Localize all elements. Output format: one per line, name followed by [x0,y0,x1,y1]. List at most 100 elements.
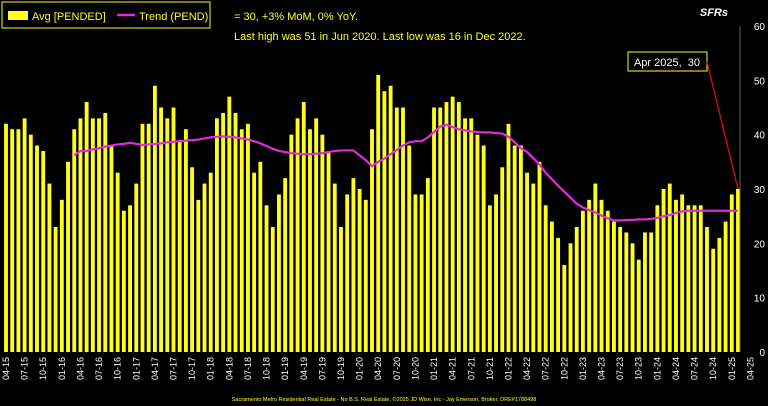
x-tick-label: 04-17 [150,357,160,380]
bar [258,161,263,352]
x-tick-label: 10-16 [113,357,123,380]
bar [698,205,703,352]
bar [289,134,294,352]
x-tick-label: 10-24 [708,357,718,380]
bar [196,199,201,352]
bar [717,237,722,352]
bar [630,243,635,352]
bar [146,123,151,352]
bar [109,145,114,352]
x-tick-label: 07-15 [20,357,30,380]
bar [84,102,89,352]
bar [28,134,33,352]
x-tick-label: 04-19 [299,357,309,380]
bar [16,129,21,352]
bar [277,194,281,352]
bar [593,183,598,352]
x-tick-label: 07-24 [690,357,700,380]
x-tick-label: 01-18 [206,357,216,380]
x-tick-label: 10-19 [336,357,346,380]
legend-bar-swatch [8,11,28,20]
bar [729,194,734,352]
bar [308,129,312,352]
bar [165,118,170,353]
bar [270,227,275,352]
bar [295,118,300,353]
bar [345,194,350,352]
legend-line-label: Trend (PEND) [139,11,208,23]
bar [103,112,108,353]
bar [587,199,592,352]
bar [264,205,269,352]
trend-line [73,123,738,222]
y-axis-ticks: 0 10 20 30 40 50 60 [754,22,766,359]
bar [357,189,362,352]
bar [320,134,325,352]
footer-credit: Sacramento Metro Residential Real Estate… [232,396,537,403]
bar [624,232,629,352]
x-tick-label: 10-22 [559,357,569,380]
bar [512,145,517,352]
bar [494,194,498,352]
bar [556,237,561,352]
bar [450,96,455,352]
bar [227,96,232,352]
bar [425,178,430,352]
x-tick-label: 07-20 [392,357,402,380]
bar [401,107,405,352]
x-tick-label: 01-25 [727,357,737,380]
bar [692,205,697,352]
bar [686,205,691,352]
bar [4,123,8,352]
bar [543,205,548,352]
bar [456,102,461,352]
bar [221,112,226,353]
bar [59,199,64,352]
bar [190,167,195,352]
bar [705,227,709,352]
x-tick-label: 01-17 [131,357,141,380]
x-tick-label: 04-20 [373,357,383,380]
bar [463,118,467,353]
bar [208,172,213,352]
x-tick-label: 04-18 [224,357,234,380]
legend: Avg [PENDED] Trend (PEND) [1,1,211,29]
y-tick-label: 60 [754,22,766,33]
bar [283,178,288,352]
bar [531,183,536,352]
bar [413,194,418,352]
x-tick-label: 01-23 [578,357,588,380]
bar [376,74,381,353]
bar [140,123,145,352]
x-tick-label: 07-16 [94,357,104,380]
bar [239,129,244,352]
bar [214,118,219,353]
bar [10,129,15,352]
x-tick-label: 07-19 [317,357,327,380]
bar [667,183,672,352]
x-tick-label: 07-18 [243,357,253,380]
bar [407,145,412,352]
bar [506,123,511,352]
bar [736,189,740,352]
bar [78,118,83,353]
bar [314,118,319,353]
bar [438,107,443,352]
bar [388,85,393,353]
bar [605,210,610,352]
bar [202,183,207,352]
bar [500,167,505,352]
x-tick-label: 07-23 [615,357,625,380]
x-tick-label: 01-16 [57,357,67,380]
legend-bar-label: Avg [PENDED] [32,11,106,23]
bar [301,102,306,352]
bar [382,91,387,352]
y-tick-label: 20 [754,239,766,250]
bar [649,232,654,352]
bar [432,107,436,352]
bar [233,112,238,353]
bar [363,199,368,352]
x-tick-label: 10-23 [634,357,644,380]
bar [537,161,542,352]
